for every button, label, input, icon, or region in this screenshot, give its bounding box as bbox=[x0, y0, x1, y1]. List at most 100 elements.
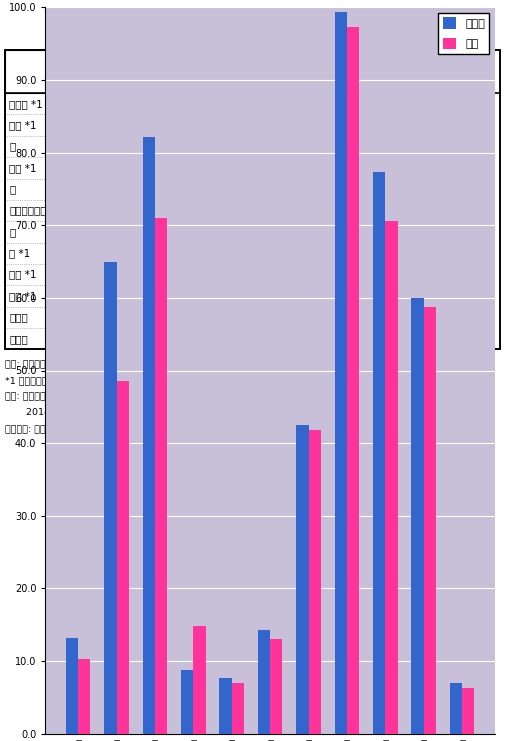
Bar bbox=[5, 136, 109, 157]
Bar bbox=[166, 222, 215, 242]
Bar bbox=[215, 114, 265, 136]
Text: 477.3: 477.3 bbox=[289, 99, 319, 109]
Text: 443.8: 443.8 bbox=[232, 99, 263, 109]
Bar bbox=[322, 200, 371, 222]
Text: 0.4: 0.4 bbox=[147, 270, 164, 279]
Bar bbox=[322, 93, 371, 114]
Text: 82.1: 82.1 bbox=[239, 163, 263, 173]
Bar bbox=[109, 50, 265, 72]
Text: 男: 男 bbox=[290, 77, 296, 87]
Text: 23.1: 23.1 bbox=[189, 248, 213, 259]
Bar bbox=[322, 328, 371, 350]
Text: 肺 *1: 肺 *1 bbox=[9, 248, 30, 259]
Text: 15.8: 15.8 bbox=[296, 227, 319, 237]
Bar bbox=[265, 307, 322, 328]
Bar bbox=[232, 683, 244, 734]
Text: 表１　主ながんの年齢調整罹患率（人口10万対）　全国との比較: 表１ 主ながんの年齢調整罹患率（人口10万対） 全国との比較 bbox=[146, 29, 359, 42]
Text: 416.6: 416.6 bbox=[388, 99, 418, 109]
Text: 前立腺: 前立腺 bbox=[9, 313, 28, 322]
Text: 62.6: 62.6 bbox=[296, 248, 319, 259]
Bar bbox=[371, 93, 421, 114]
Text: 7.6: 7.6 bbox=[246, 205, 263, 216]
Text: 18.3: 18.3 bbox=[140, 227, 164, 237]
Bar bbox=[371, 72, 421, 93]
Bar bbox=[215, 72, 265, 93]
Bar bbox=[109, 93, 166, 114]
Bar bbox=[117, 382, 129, 734]
Bar bbox=[265, 328, 322, 350]
Bar bbox=[5, 157, 109, 179]
Text: 26.9: 26.9 bbox=[345, 142, 369, 151]
Text: 71.0: 71.0 bbox=[395, 163, 418, 173]
Text: 6.3: 6.3 bbox=[401, 333, 418, 344]
Bar bbox=[166, 179, 215, 200]
Text: 部位: 部位 bbox=[50, 67, 64, 77]
Bar bbox=[193, 626, 206, 734]
Bar bbox=[265, 93, 322, 114]
Text: 59.9: 59.9 bbox=[140, 313, 164, 322]
Text: 6.9: 6.9 bbox=[401, 205, 418, 216]
Text: 97.3: 97.3 bbox=[345, 270, 369, 279]
Text: 14.8: 14.8 bbox=[395, 185, 418, 194]
Text: 8.7: 8.7 bbox=[302, 205, 319, 216]
Bar bbox=[215, 328, 265, 350]
Bar bbox=[215, 222, 265, 242]
Text: 515.6: 515.6 bbox=[133, 99, 164, 109]
Bar bbox=[371, 307, 421, 328]
Text: 大腸: 結腸と直腸の合計: 大腸: 結腸と直腸の合計 bbox=[5, 360, 69, 369]
Bar bbox=[5, 222, 109, 242]
Bar bbox=[265, 179, 322, 200]
Text: 18.7: 18.7 bbox=[296, 120, 319, 130]
Text: 25.1: 25.1 bbox=[345, 248, 369, 259]
Bar bbox=[371, 136, 421, 157]
Text: 3.8: 3.8 bbox=[196, 120, 213, 130]
Bar bbox=[450, 683, 462, 734]
Text: 白血病: 白血病 bbox=[9, 333, 28, 344]
Text: 3.0: 3.0 bbox=[352, 120, 369, 130]
Text: 58.7: 58.7 bbox=[296, 313, 319, 322]
Bar bbox=[371, 242, 421, 264]
Bar bbox=[5, 50, 500, 350]
Bar bbox=[166, 307, 215, 328]
Bar bbox=[371, 114, 421, 136]
Bar bbox=[424, 308, 436, 734]
Text: 食道 *1: 食道 *1 bbox=[9, 120, 36, 130]
Bar bbox=[109, 242, 166, 264]
Bar bbox=[322, 222, 371, 242]
Text: 胆のう・胆管: 胆のう・胆管 bbox=[9, 205, 46, 216]
Text: 肝: 肝 bbox=[9, 185, 15, 194]
Bar bbox=[5, 264, 109, 285]
Bar bbox=[265, 200, 322, 222]
Text: 35.6: 35.6 bbox=[189, 142, 213, 151]
Bar bbox=[143, 137, 155, 734]
Bar bbox=[166, 157, 215, 179]
Bar bbox=[215, 285, 265, 307]
Text: 全部位 *1: 全部位 *1 bbox=[9, 99, 43, 109]
Text: 女: 女 bbox=[187, 77, 194, 87]
Bar bbox=[109, 200, 166, 222]
Bar bbox=[109, 307, 166, 328]
Text: 10.1: 10.1 bbox=[140, 205, 164, 216]
Text: 10.7: 10.7 bbox=[190, 227, 213, 237]
Bar bbox=[109, 328, 166, 350]
Text: 377.7: 377.7 bbox=[339, 99, 369, 109]
Bar bbox=[462, 688, 475, 734]
Bar bbox=[371, 179, 421, 200]
Bar bbox=[322, 114, 371, 136]
Bar bbox=[215, 136, 265, 157]
Bar bbox=[265, 114, 322, 136]
Bar bbox=[322, 72, 371, 93]
Bar bbox=[270, 639, 282, 734]
Bar bbox=[5, 50, 500, 350]
Bar bbox=[109, 157, 166, 179]
Text: 8.8: 8.8 bbox=[246, 185, 263, 194]
Text: 59.7: 59.7 bbox=[189, 163, 213, 173]
Text: 大腸 *1: 大腸 *1 bbox=[9, 163, 36, 173]
Bar bbox=[385, 221, 397, 734]
Bar bbox=[371, 157, 421, 179]
Bar bbox=[5, 50, 109, 93]
Text: 13.2: 13.2 bbox=[239, 120, 263, 130]
Text: 24.0: 24.0 bbox=[140, 120, 164, 130]
Bar bbox=[265, 285, 322, 307]
Bar bbox=[5, 200, 109, 222]
